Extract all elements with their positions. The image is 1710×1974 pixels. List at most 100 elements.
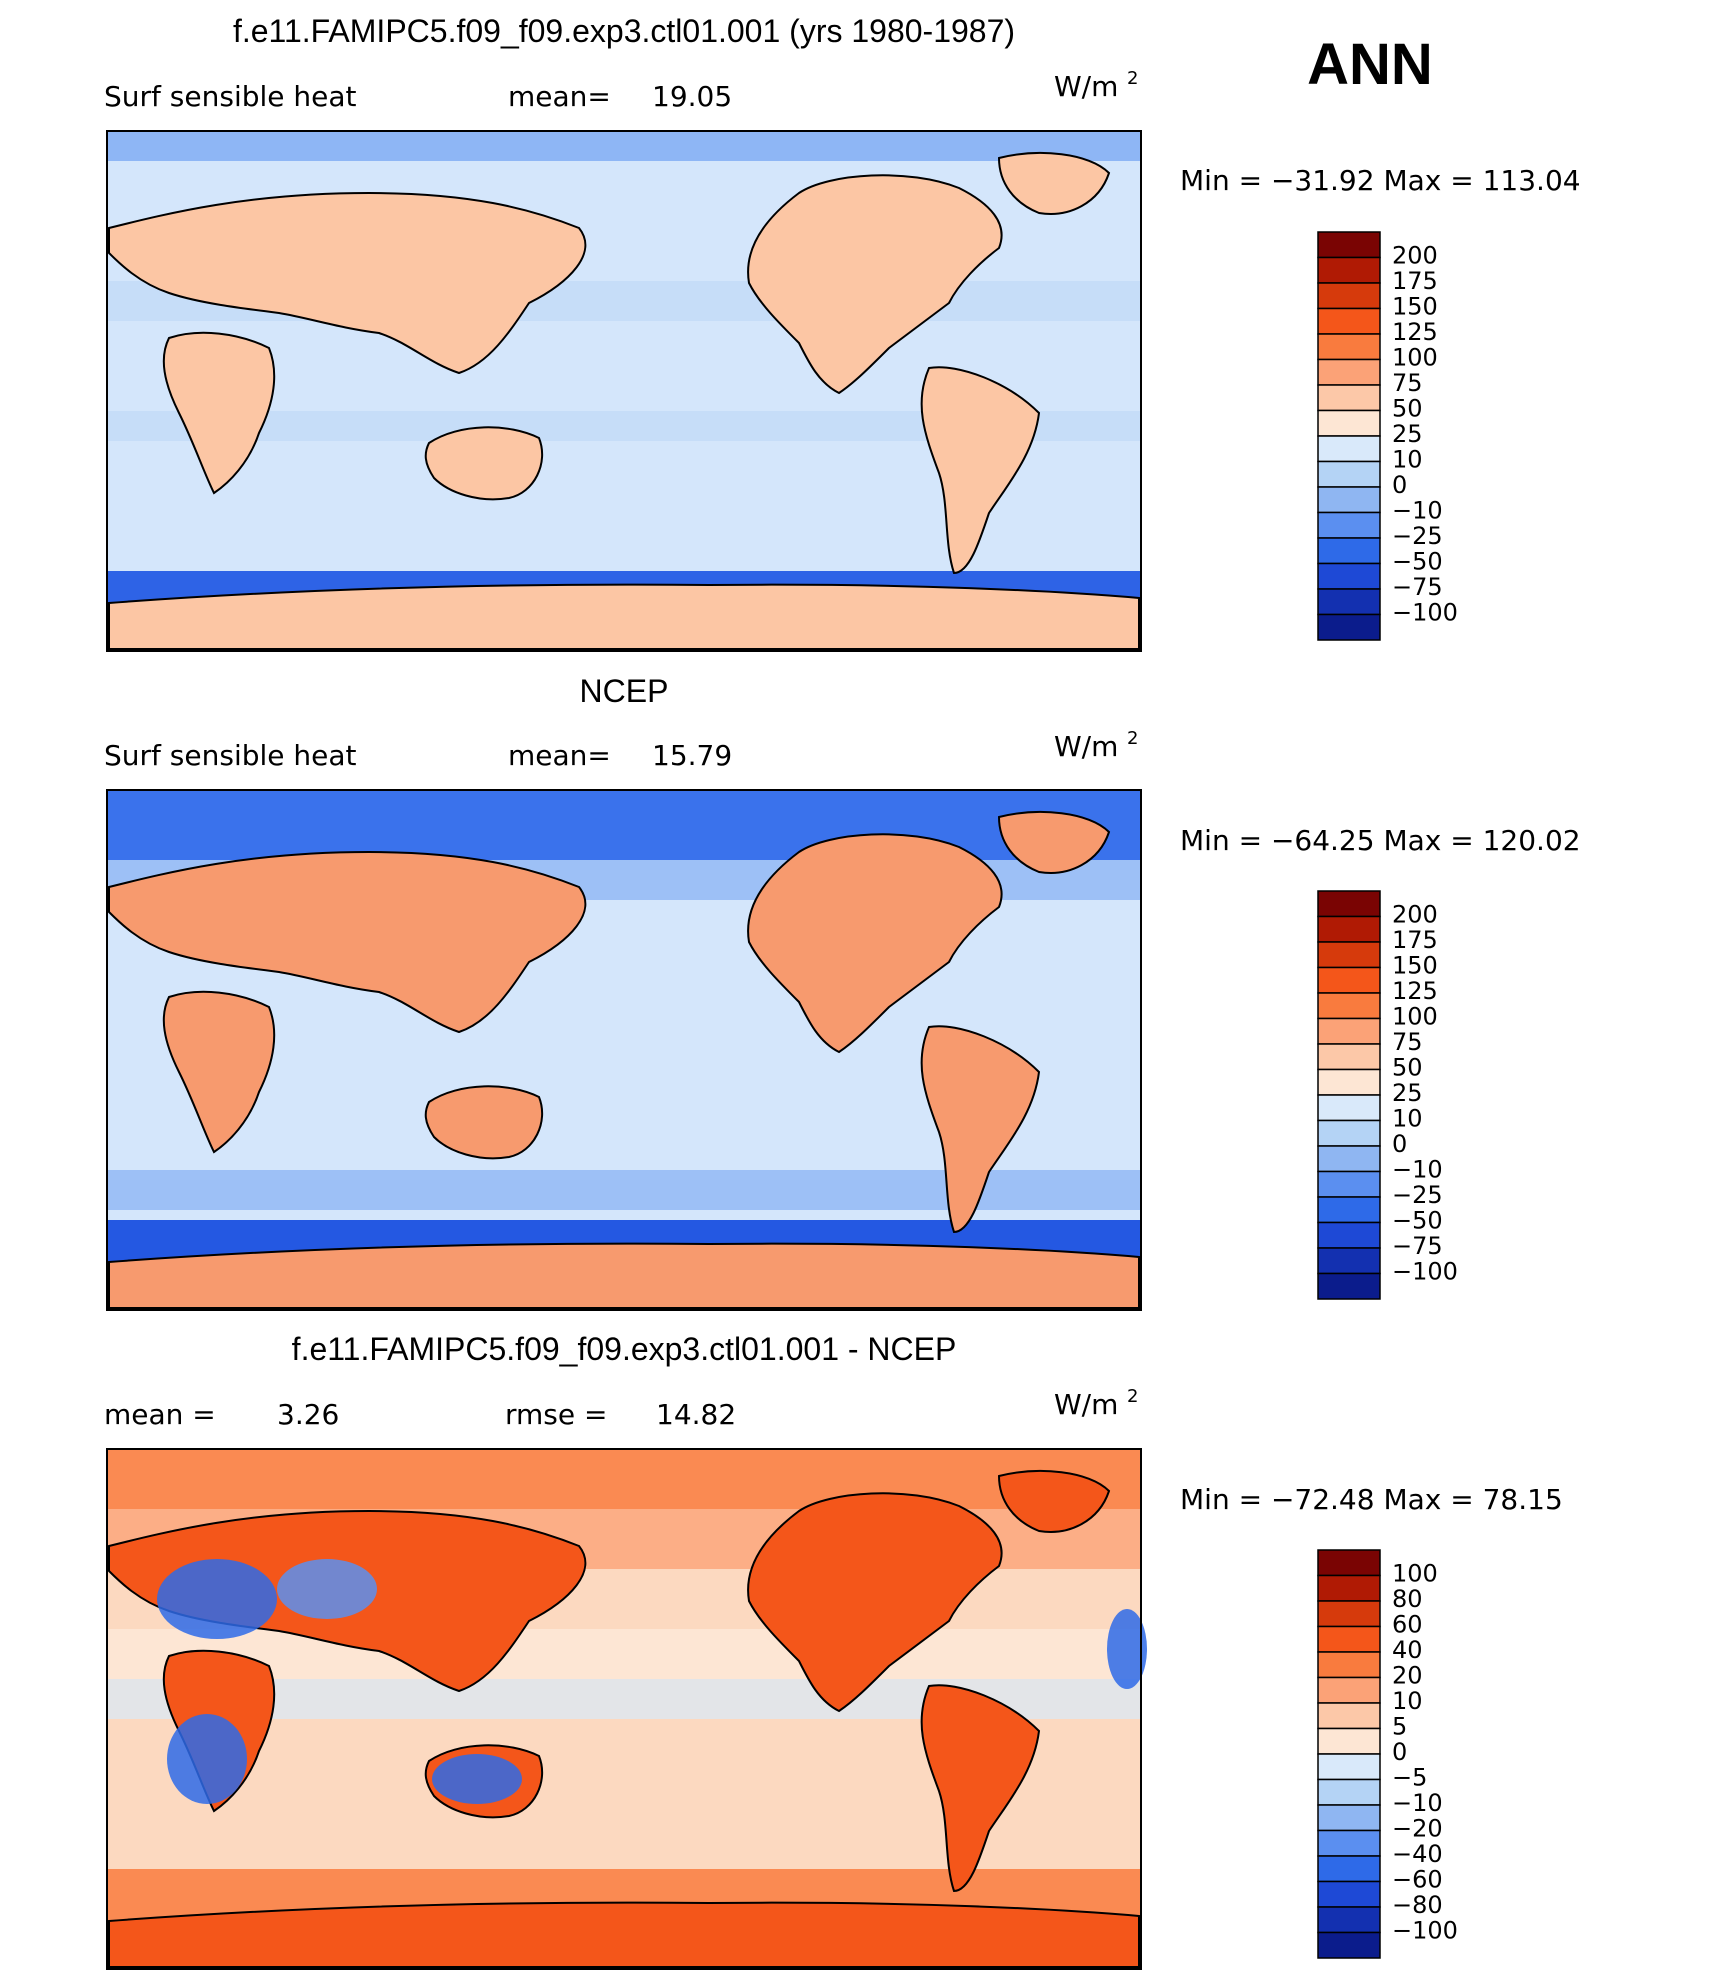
colorbar-swatch (1317, 941, 1381, 969)
colorbar-tick-label: −25 (1392, 522, 1443, 550)
colorbar-swatch (1317, 1221, 1381, 1249)
colorbar-swatch (1317, 1119, 1381, 1147)
colorbar-tick-label: 50 (1392, 1054, 1423, 1082)
panel-title: f.e11.FAMIPC5.f09_f09.exp3.ctl01.001 - N… (292, 1331, 957, 1367)
colorbar-swatch (1317, 890, 1381, 918)
colorbar-swatch (1317, 1549, 1381, 1577)
colorbar-swatch (1317, 1727, 1381, 1755)
colorbar-tick-label: −5 (1392, 1764, 1427, 1792)
units-label: W/m 2 (1054, 68, 1138, 103)
colorbar-swatch (1317, 1804, 1381, 1832)
colorbar-swatch (1317, 1600, 1381, 1628)
colorbar-swatch (1317, 256, 1381, 284)
mean-label: mean= (508, 739, 611, 772)
colorbar-tick-label: 25 (1392, 420, 1423, 448)
min-max-label: Min = −64.25 Max = 120.02 (1180, 824, 1581, 857)
colorbar-tick-label: 25 (1392, 1079, 1423, 1107)
colorbar-tick-label: 150 (1392, 952, 1438, 980)
colorbar-swatch (1317, 486, 1381, 514)
colorbar-tick-label: 10 (1392, 446, 1423, 474)
colorbar-swatch (1317, 511, 1381, 539)
colorbar-tick-label: 20 (1392, 1662, 1423, 1690)
colorbar-tick-label: 200 (1392, 901, 1438, 929)
mean-value: 15.79 (652, 739, 732, 772)
colorbar-swatch (1317, 1068, 1381, 1096)
min-max-label: Min = −72.48 Max = 78.15 (1180, 1483, 1563, 1516)
mean-value: 3.26 (277, 1398, 339, 1431)
colorbar-swatch (1317, 1272, 1381, 1300)
min-max-label: Min = −31.92 Max = 113.04 (1180, 164, 1581, 197)
mean-label: mean = (104, 1398, 216, 1431)
colorbar-tick-label: 125 (1392, 318, 1438, 346)
colorbar-tick-label: −50 (1392, 548, 1443, 576)
panel-3: f.e11.FAMIPC5.f09_f09.exp3.ctl01.001 - N… (104, 1331, 1563, 1970)
colorbar-tick-label: 80 (1392, 1585, 1423, 1613)
colorbar-swatch (1317, 588, 1381, 616)
colorbar-tick-label: 175 (1392, 267, 1438, 295)
mean-label: mean= (508, 80, 611, 113)
rmse-value: 14.82 (656, 1398, 736, 1431)
colorbar-tick-label: 175 (1392, 926, 1438, 954)
colorbar-swatch (1317, 1196, 1381, 1224)
colorbar-tick-label: −50 (1392, 1207, 1443, 1235)
panel-2: NCEP Surf sensible heat mean= 15.79 W/m … (104, 673, 1581, 1311)
colorbar-swatch (1317, 1017, 1381, 1045)
colorbar-swatch (1317, 1170, 1381, 1198)
colorbar-swatch (1317, 992, 1381, 1020)
colorbar-tick-label: −75 (1392, 1232, 1443, 1260)
panel-title: f.e11.FAMIPC5.f09_f09.exp3.ctl01.001 (yr… (233, 13, 1015, 49)
colorbar-swatch (1317, 1753, 1381, 1781)
mean-value: 19.05 (652, 80, 732, 113)
colorbar-swatch (1317, 460, 1381, 488)
colorbar-swatch (1317, 1145, 1381, 1173)
colorbar-swatch (1317, 1574, 1381, 1602)
colorbar-swatch (1317, 915, 1381, 943)
colorbar-swatch (1317, 384, 1381, 412)
colorbar-swatch (1317, 1247, 1381, 1275)
colorbar-swatch (1317, 1855, 1381, 1883)
colorbar-tick-label: −10 (1392, 1789, 1443, 1817)
colorbar-tick-label: 100 (1392, 1003, 1438, 1031)
colorbar-tick-label: 10 (1392, 1687, 1423, 1715)
svg-text:W/m: W/m (1054, 730, 1118, 763)
colorbar-tick-label: −60 (1392, 1866, 1443, 1894)
units-label: W/m 2 (1054, 1386, 1138, 1421)
colorbar-swatch (1317, 1094, 1381, 1122)
colorbar-swatch (1317, 358, 1381, 386)
svg-text:W/m: W/m (1054, 1388, 1118, 1421)
svg-text:W/m: W/m (1054, 70, 1118, 103)
colorbar-swatch (1317, 1931, 1381, 1959)
colorbar-swatch (1317, 537, 1381, 565)
colorbar-tick-label: 125 (1392, 977, 1438, 1005)
colorbar-tick-label: 75 (1392, 369, 1423, 397)
variable-label: Surf sensible heat (104, 739, 357, 772)
colorbar-tick-label: 5 (1392, 1713, 1407, 1741)
map-frame (106, 789, 1142, 1311)
colorbar-tick-label: −100 (1392, 1917, 1458, 1945)
map-frame (106, 130, 1142, 652)
colorbar-tick-label: 0 (1392, 1738, 1407, 1766)
colorbar-tick-label: 100 (1392, 344, 1438, 372)
colorbar-tick-label: 0 (1392, 1130, 1407, 1158)
colorbar-tick-label: −10 (1392, 1156, 1443, 1184)
colorbar-swatch (1317, 1625, 1381, 1653)
colorbar-tick-label: 40 (1392, 1636, 1423, 1664)
colorbar-tick-label: −100 (1392, 1258, 1458, 1286)
colorbar-swatch (1317, 1829, 1381, 1857)
colorbar-swatch (1317, 1906, 1381, 1934)
colorbar-swatch (1317, 1651, 1381, 1679)
colorbar-swatch (1317, 307, 1381, 335)
colorbar-tick-label: 150 (1392, 293, 1438, 321)
variable-label: Surf sensible heat (104, 80, 357, 113)
colorbar-tick-label: −20 (1392, 1815, 1443, 1843)
svg-text:2: 2 (1127, 728, 1138, 749)
colorbar-swatch (1317, 613, 1381, 641)
colorbar-tick-label: 60 (1392, 1611, 1423, 1639)
rmse-label: rmse = (505, 1398, 607, 1431)
colorbar-swatch (1317, 282, 1381, 310)
colorbar-tick-label: 75 (1392, 1028, 1423, 1056)
